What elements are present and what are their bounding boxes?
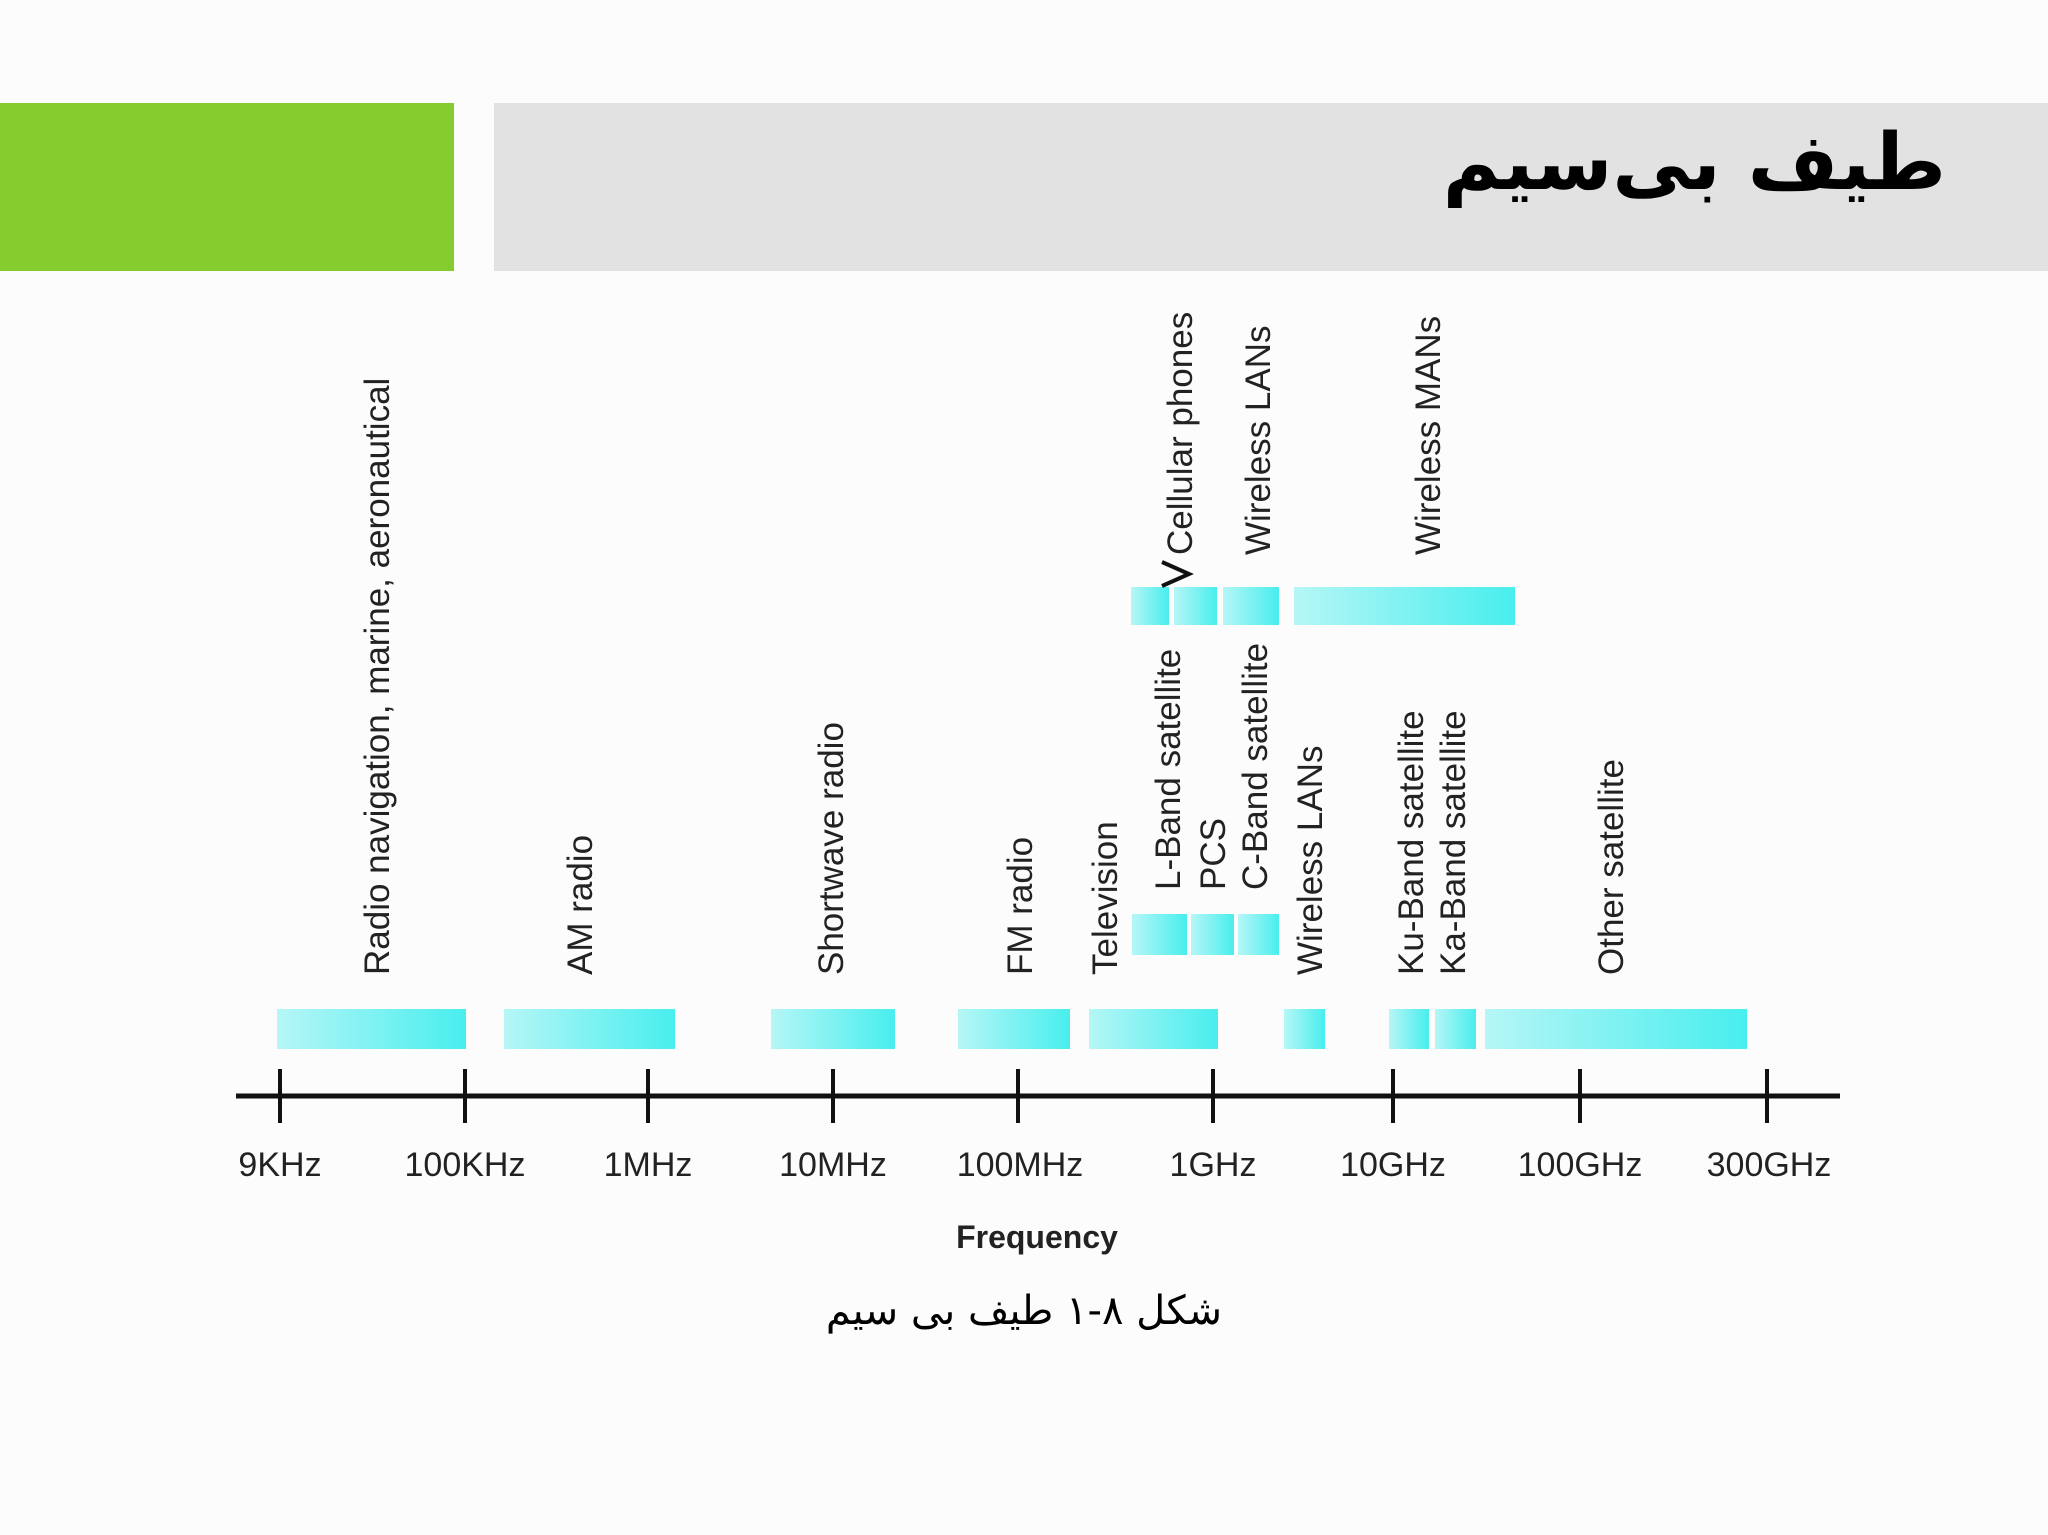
tick-label: 300GHz — [1707, 1146, 1832, 1184]
label-c-band: C-Band satellite — [1236, 643, 1275, 890]
tick-label: 1GHz — [1170, 1146, 1257, 1184]
band-fm-radio — [958, 1009, 1070, 1049]
title-bar — [494, 103, 2048, 271]
tick-label: 100KHz — [405, 1146, 526, 1184]
middle-band-row — [1132, 914, 1279, 955]
label-fm-radio: FM radio — [1001, 837, 1040, 975]
band-pcs — [1191, 914, 1234, 955]
band-cellular-2 — [1174, 587, 1217, 625]
band-ka-band — [1435, 1009, 1476, 1049]
label-am-radio: AM radio — [561, 835, 600, 975]
tick-label: 100GHz — [1518, 1146, 1643, 1184]
upper-band-row — [1131, 587, 1515, 625]
band-wireless-lans — [1284, 1009, 1325, 1049]
band-wireless-mans — [1294, 587, 1515, 625]
accent-block — [0, 103, 454, 271]
label-pcs: PCS — [1194, 818, 1233, 890]
band-television — [1089, 1009, 1218, 1049]
lower-band-row — [277, 1009, 1747, 1049]
label-cellular-phones: Cellular phones — [1161, 312, 1200, 555]
label-l-band: L-Band satellite — [1149, 649, 1188, 890]
label-other-satellite: Other satellite — [1592, 759, 1631, 975]
band-l-band — [1132, 914, 1187, 955]
band-radio-navigation — [277, 1009, 466, 1049]
figure-caption: شکل ۸-۱ طیف بی سیم — [825, 1288, 1223, 1334]
band-ku-band — [1389, 1009, 1429, 1049]
label-shortwave-radio: Shortwave radio — [812, 722, 851, 975]
tick-label: 9KHz — [238, 1146, 321, 1184]
band-shortwave-radio — [771, 1009, 895, 1049]
band-am-radio — [504, 1009, 675, 1049]
label-ku-band: Ku-Band satellite — [1392, 710, 1431, 975]
axis-title: Frequency — [956, 1219, 1118, 1255]
label-radio-navigation: Radio navigation, marine, aeronautical — [358, 378, 397, 975]
tick-label: 1MHz — [604, 1146, 693, 1184]
slide-title: طیف بی‌سیم — [1442, 118, 1946, 208]
label-wireless-mans: Wireless MANs — [1409, 316, 1448, 555]
label-wireless-lans-upper: Wireless LANs — [1239, 326, 1278, 555]
label-ka-band: Ka-Band satellite — [1434, 710, 1473, 975]
tick-label: 10MHz — [779, 1146, 887, 1184]
cellular-bracket-icon — [1161, 560, 1194, 588]
tick-label: 100MHz — [957, 1146, 1084, 1184]
band-other-satellite — [1485, 1009, 1747, 1049]
band-wireless-lans-upper — [1223, 587, 1279, 625]
band-c-band — [1238, 914, 1279, 955]
label-wireless-lans: Wireless LANs — [1291, 746, 1330, 975]
axis-ticks — [278, 1069, 1769, 1123]
label-television: Television — [1086, 821, 1125, 975]
tick-label: 10GHz — [1340, 1146, 1446, 1184]
band-cellular-1 — [1131, 587, 1169, 625]
